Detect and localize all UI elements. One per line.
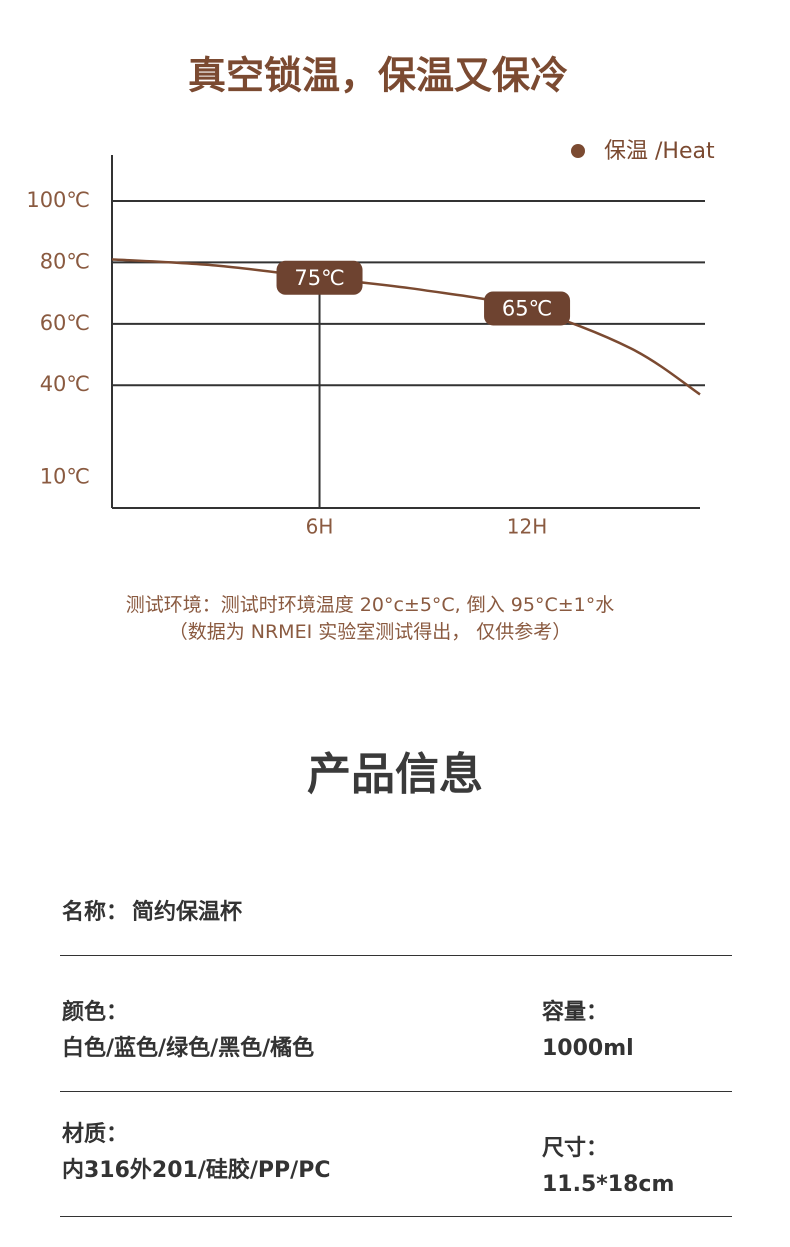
y-tick-label: 60℃ (40, 311, 90, 335)
y-tick-label: 80℃ (40, 249, 90, 273)
y-tick-label: 10℃ (40, 464, 90, 488)
info-row: 材质： 内316外201/硅胶/PP/PC 尺寸： 11.5*18cm (60, 1091, 732, 1217)
x-tick-label: 12H (507, 515, 548, 539)
x-tick-label: 6H (306, 515, 334, 539)
legend-label: 保温 /Heat (604, 139, 715, 164)
note: （数据为 NRMEI 实验室测试得出， 仅供参考） (168, 621, 572, 643)
info-row: 名称： 简约保温杯 (60, 880, 732, 956)
info-label: 容量： (542, 1000, 609, 1025)
legend-marker (571, 144, 585, 158)
annotation-box (484, 291, 571, 326)
annotation-label: 65℃ (502, 296, 552, 320)
info-label: 尺寸： (542, 1136, 609, 1161)
info-value: 1000ml (542, 1036, 634, 1061)
annotation-box (276, 260, 363, 295)
chart: 真空锁温，保温又保冷 100℃ 80℃ 60℃ 40℃ 10℃ 6H 12H 75℃ 65℃ 保温… (26, 54, 715, 539)
info-value: 简约保温杯 (132, 900, 243, 925)
y-tick-label: 100℃ (26, 188, 90, 212)
note: 测试环境：测试时环境温度 20°c±5°C, 倒入 95°C±1°水 (125, 594, 615, 616)
info-value: 白色/蓝色/绿色/黑色/橘色 (62, 1036, 315, 1061)
info-label: 材质： (62, 1122, 129, 1147)
info-value: 内316外201/硅胶/PP/PC (62, 1158, 331, 1183)
y-tick-label: 40℃ (40, 372, 90, 396)
chart-title: 真空锁温，保温又保冷 (188, 54, 568, 98)
section-title: 产品信息 (307, 749, 483, 800)
annotation-label: 75℃ (294, 266, 344, 290)
notes: 测试环境：测试时环境温度 20°c±5°C, 倒入 95°C±1°水 （数据为 … (0, 592, 740, 646)
info-label: 名称： (62, 900, 129, 925)
line (111, 258, 701, 396)
info-label: 颜色： (62, 1000, 129, 1025)
info-row: 颜色： 白色/蓝色/绿色/黑色/橘色 容量： 1000ml (60, 955, 732, 1092)
info-value: 11.5*18cm (542, 1172, 675, 1197)
